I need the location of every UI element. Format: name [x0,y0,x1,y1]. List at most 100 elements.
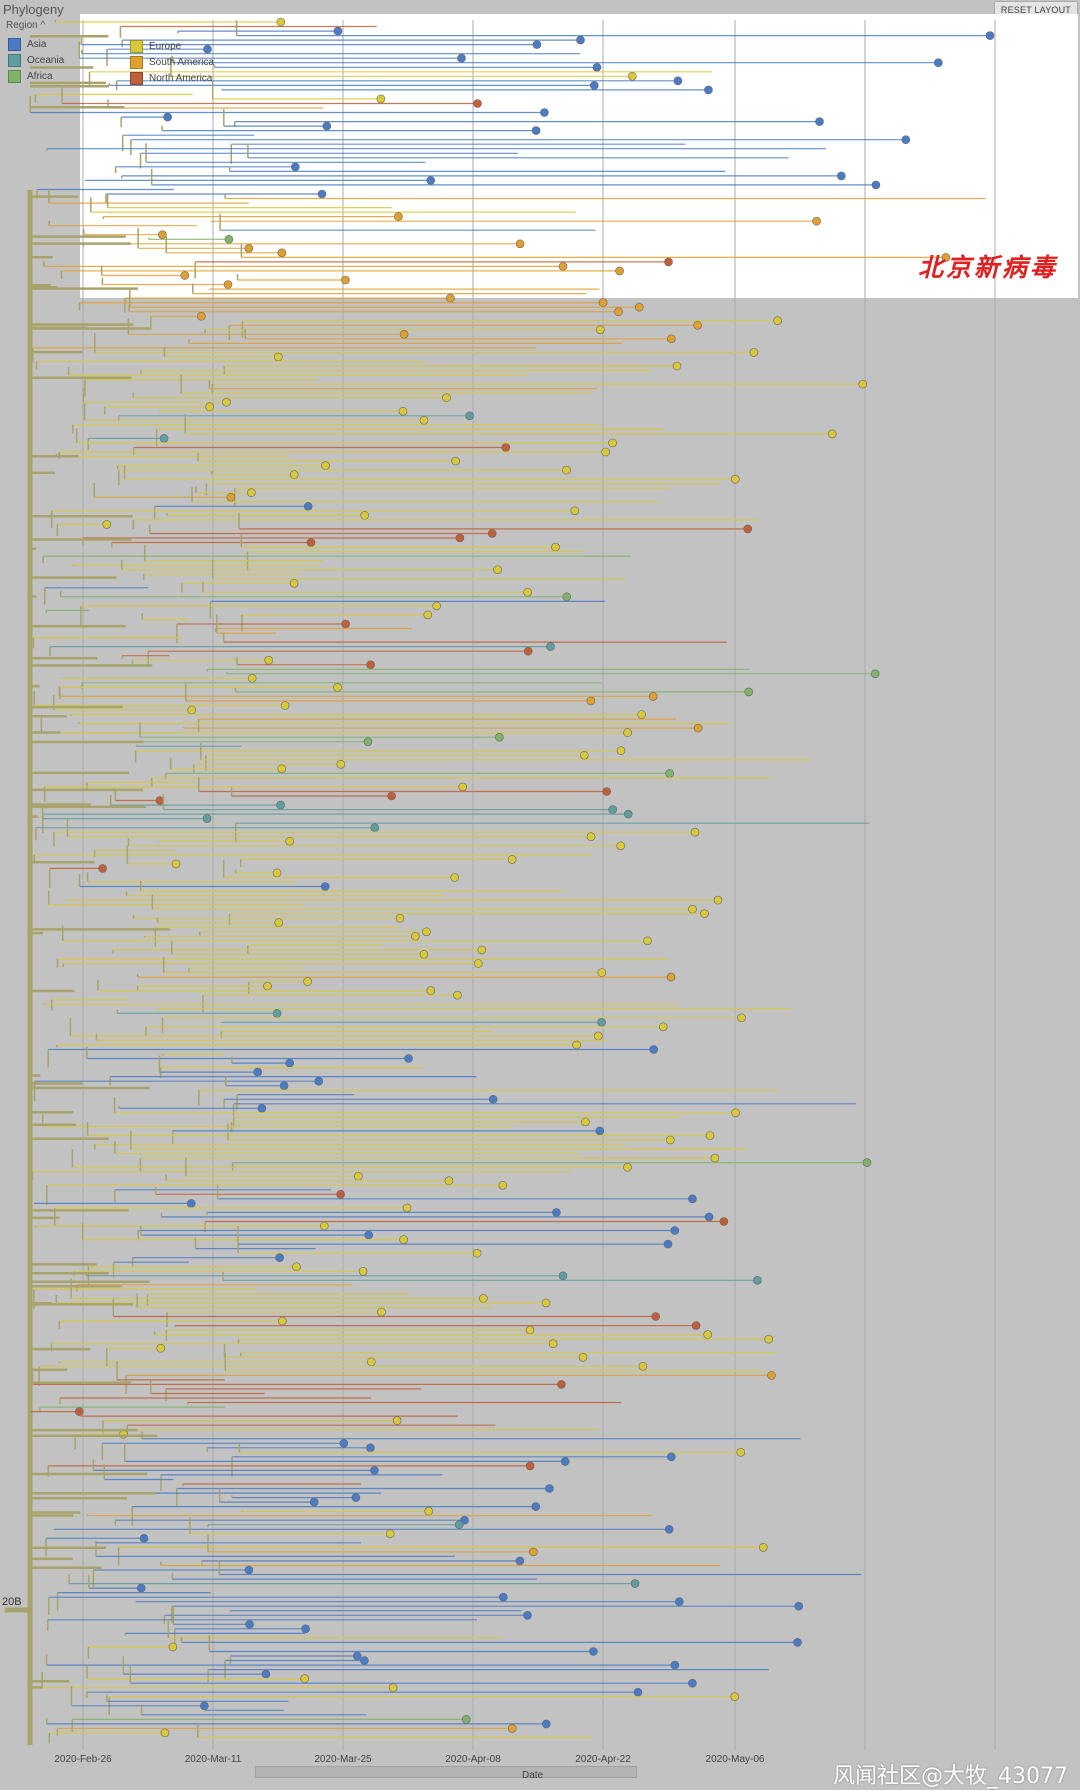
tip-node[interactable] [749,348,759,357]
tip-node[interactable] [570,506,580,516]
tip-node[interactable] [473,99,482,108]
tip-node[interactable] [592,63,602,72]
tip-node[interactable] [244,244,254,253]
tip-node[interactable] [730,474,740,484]
tip-node[interactable] [794,1601,804,1611]
tip-node[interactable] [454,1520,464,1529]
tip-node[interactable] [222,397,231,407]
tip-node[interactable] [351,1493,361,1502]
tip-node[interactable] [693,320,702,330]
tip-node[interactable] [276,17,286,27]
tip-node[interactable] [545,1484,554,1493]
tip-node[interactable] [540,108,549,117]
tip-node[interactable] [180,271,190,280]
tip-node[interactable] [322,121,332,131]
tip-node[interactable] [558,262,568,271]
tip-node[interactable] [589,1647,598,1656]
tip-node[interactable] [737,1013,746,1023]
tip-node[interactable] [289,470,299,479]
tip-node[interactable] [623,1162,632,1172]
tip-node[interactable] [858,379,868,389]
legend-item-europe[interactable]: Europe [130,38,214,54]
tip-node[interactable] [274,918,284,928]
tip-node[interactable] [586,832,596,842]
tip-node[interactable] [317,189,327,199]
tip-node[interactable] [277,1316,287,1326]
tip-node[interactable] [507,1724,517,1733]
tip-node[interactable] [664,1525,674,1534]
tip-node[interactable] [160,1728,170,1738]
tip-node[interactable] [658,1022,668,1032]
tip-node[interactable] [523,646,533,656]
tip-node[interactable] [691,1321,701,1330]
tip-node[interactable] [360,511,370,520]
tip-node[interactable] [515,239,525,249]
tip-node[interactable] [634,302,644,312]
tip-node[interactable] [186,1199,196,1208]
tip-node[interactable] [736,1448,746,1457]
tip-node[interactable] [290,162,300,172]
tip-node[interactable] [666,334,676,344]
tip-node[interactable] [388,1683,398,1692]
tip-node[interactable] [272,868,282,878]
tip-node[interactable] [672,361,682,371]
tip-node[interactable] [75,1407,84,1416]
tip-node[interactable] [637,710,646,719]
tip-node[interactable] [649,1045,659,1054]
tip-node[interactable] [638,1362,648,1371]
tip-node[interactable] [730,1692,740,1701]
tip-node[interactable] [261,1669,271,1679]
legend-item-asia[interactable]: Asia [8,36,64,52]
tip-node[interactable] [767,1371,776,1380]
tip-node[interactable] [525,1325,535,1335]
tip-node[interactable] [205,402,214,412]
tip-node[interactable] [558,1271,568,1281]
tip-node[interactable] [595,1126,605,1136]
tip-node[interactable] [836,171,846,181]
tip-node[interactable] [688,904,697,914]
tip-node[interactable] [394,212,403,221]
tip-node[interactable] [321,461,330,470]
tip-node[interactable] [473,959,483,968]
tip-node[interactable] [704,1212,714,1222]
tip-node[interactable] [664,257,673,267]
tip-node[interactable] [336,759,346,769]
tip-node[interactable] [277,764,287,774]
tip-node[interactable] [333,26,343,36]
tip-node[interactable] [764,1334,774,1344]
tip-node[interactable] [651,1312,661,1321]
tip-node[interactable] [663,1239,673,1249]
tip-node[interactable] [451,456,460,466]
tip-node[interactable] [593,1031,603,1041]
tip-node[interactable] [743,524,753,534]
tip-node[interactable] [700,909,709,919]
tip-node[interactable] [370,1466,379,1475]
tip-node[interactable] [703,1330,713,1339]
tip-node[interactable] [562,592,572,602]
tip-node[interactable] [253,1067,263,1077]
tip-node[interactable] [398,406,408,416]
tip-node[interactable] [354,1171,363,1181]
tip-node[interactable] [363,737,373,747]
tip-node[interactable] [395,913,405,923]
tip-node[interactable] [450,873,460,882]
tip-node[interactable] [673,76,683,86]
tip-node[interactable] [387,791,396,801]
tip-node[interactable] [247,488,256,498]
tip-node[interactable] [487,529,497,538]
tip-node[interactable] [666,972,676,982]
tip-node[interactable] [597,968,607,977]
tip-node[interactable] [501,443,511,452]
tip-node[interactable] [623,728,632,737]
tip-node[interactable] [402,1203,412,1213]
tip-node[interactable] [455,533,465,543]
tip-node[interactable] [385,1529,395,1539]
tip-node[interactable] [862,1158,872,1167]
tip-node[interactable] [666,1452,676,1462]
tip-node[interactable] [479,1294,488,1303]
tip-node[interactable] [333,683,342,692]
tip-node[interactable] [136,1583,146,1593]
tip-node[interactable] [579,750,589,760]
tip-node[interactable] [704,85,713,95]
